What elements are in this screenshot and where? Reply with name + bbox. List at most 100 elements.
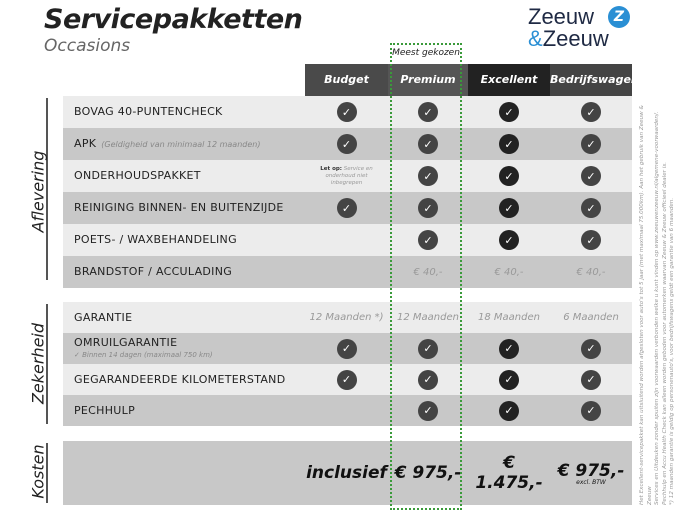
table-row: REINIGING BINNEN- EN BUITENZIJDE ✓ ✓ ✓ ✓: [63, 192, 632, 224]
column-header-excellent: Excellent: [468, 64, 550, 96]
check-icon: ✓: [418, 338, 438, 359]
cell-excellent: ✓: [468, 395, 550, 426]
cell-premium: ✓: [388, 192, 468, 224]
cell-bedrijfswagens: 6 Maanden: [550, 302, 632, 333]
check-icon: ✓: [581, 230, 601, 250]
cell-value: € 40,-: [576, 266, 606, 278]
check-icon: ✓: [581, 102, 601, 122]
table-row: GARANTIE 12 Maanden *) 12 Maanden 18 Maande…: [63, 302, 632, 333]
price-premium: € 975,-: [388, 441, 468, 505]
zeeuw-logo: Zeeuw Z &Zeeuw: [528, 4, 638, 52]
check-icon: ✓: [581, 198, 601, 218]
column-header-budget: Budget: [305, 64, 388, 96]
cell-budget: Let op: Service en onderhoud niet inbegr…: [305, 160, 388, 192]
row-label: BRANDSTOF / ACCULADING: [74, 265, 233, 278]
budget-note: Let op: Service en onderhoud niet inbegr…: [320, 165, 373, 186]
cell-budget: ✓: [305, 96, 388, 128]
price-budget: inclusief: [305, 441, 388, 505]
check-icon: ✓: [499, 198, 519, 218]
price-value: € 975,-: [394, 463, 462, 483]
check-icon: ✓: [336, 369, 357, 390]
table-row: ONDERHOUDSPAKKET Let op: Service en onder…: [63, 160, 632, 192]
check-icon: ✓: [418, 230, 438, 250]
price-value: inclusief: [306, 463, 387, 483]
row-label: GARANTIE: [74, 311, 133, 324]
cell-budget: ✓: [305, 128, 388, 160]
cell-budget: ✓: [305, 333, 388, 364]
cell-value: € 40,-: [413, 266, 443, 278]
check-icon: ✓: [499, 134, 519, 154]
check-icon: ✓: [499, 230, 519, 250]
most-chosen-label: Meest gekozen: [392, 48, 460, 58]
cell-value: € 40,-: [494, 266, 524, 278]
cell-excellent: ✓: [468, 96, 550, 128]
check-icon: ✓: [418, 369, 438, 390]
cell-bedrijfswagens: ✓: [550, 395, 632, 426]
row-label: ONDERHOUDSPAKKET: [74, 169, 201, 182]
cell-value: 18 Maanden: [478, 312, 540, 323]
check-icon: ✓: [418, 102, 438, 122]
check-icon: ✓: [581, 166, 601, 186]
cell-excellent: ✓: [468, 192, 550, 224]
cell-premium: ✓: [388, 96, 468, 128]
table-row: OMRUILGARANTIE ✓ Binnen 14 dagen (maximaa…: [63, 333, 632, 364]
table-row: APK (Geldigheid van minimaal 12 maanden) ✓…: [63, 128, 632, 160]
check-icon: ✓: [499, 102, 519, 122]
price-excellent: € 1.475,-: [468, 441, 550, 505]
check-icon: ✓: [418, 198, 438, 218]
price-bedrijfswagens: € 975,- excl. BTW: [550, 441, 632, 505]
row-subnote: ✓ Binnen 14 dagen (maximaal 750 km): [74, 351, 213, 359]
row-label: APK (Geldigheid van minimaal 12 maanden): [74, 137, 261, 150]
table-row: PECHHULP ✓ ✓ ✓: [63, 395, 632, 426]
cell-budget: ✓: [305, 364, 388, 395]
row-label: GEGARANDEERDE KILOMETERSTAND: [74, 373, 286, 386]
row-label: BOVAG 40-PUNTENCHECK: [74, 105, 223, 118]
cell-premium: ✓: [388, 395, 468, 426]
cell-value: 12 Maanden: [397, 312, 459, 323]
check-icon: ✓: [336, 198, 357, 218]
section-divider: [46, 304, 48, 424]
check-icon: ✓: [336, 338, 357, 359]
table-row: GEGARANDEERDE KILOMETERSTAND ✓ ✓ ✓ ✓: [63, 364, 632, 395]
cell-premium: € 40,-: [388, 256, 468, 288]
check-icon: ✓: [499, 369, 519, 390]
cell-excellent: ✓: [468, 160, 550, 192]
cell-excellent: ✓: [468, 333, 550, 364]
costs-row: inclusief € 975,- € 1.475,- € 975,- excl. BT…: [63, 441, 632, 505]
row-label: PECHHULP: [74, 404, 136, 417]
column-header-bedrijfswagens: Bedrijfswagens: [550, 64, 645, 96]
section-divider: [46, 443, 48, 503]
cell-excellent: ✓: [468, 364, 550, 395]
page-subtitle: Occasions: [44, 36, 131, 56]
cell-budget: [305, 395, 388, 426]
table-row: POETS- / WAXBEHANDELING ✓ ✓ ✓: [63, 224, 632, 256]
price-value: € 975,- excl. BTW: [557, 460, 625, 486]
cell-excellent: ✓: [468, 224, 550, 256]
cell-premium: ✓: [388, 160, 468, 192]
cell-value: 6 Maanden: [563, 312, 619, 323]
cell-bedrijfswagens: ✓: [550, 364, 632, 395]
table-row: BOVAG 40-PUNTENCHECK ✓ ✓ ✓ ✓: [63, 96, 632, 128]
cell-budget: [305, 224, 388, 256]
cell-budget: 12 Maanden *): [305, 302, 388, 333]
check-icon: ✓: [499, 166, 519, 186]
check-icon: ✓: [499, 338, 519, 359]
cell-bedrijfswagens: € 40,-: [550, 256, 632, 288]
section-divider: [46, 98, 48, 280]
section-label-zekerheid: Zekerheid: [28, 322, 48, 405]
footnotes: Het Excellent-servicepakket kan uitsluit…: [639, 105, 676, 505]
check-icon: ✓: [418, 400, 438, 421]
check-icon: ✓: [581, 338, 601, 359]
check-icon: ✓: [499, 400, 519, 421]
cell-excellent: 18 Maanden: [468, 302, 550, 333]
check-icon: ✓: [581, 400, 601, 421]
table-row: BRANDSTOF / ACCULADING € 40,- € 40,- € 40,-: [63, 256, 632, 288]
check-icon: ✓: [581, 369, 601, 390]
section-label-aflevering: Aflevering: [28, 150, 48, 233]
row-label: POETS- / WAXBEHANDELING: [74, 233, 237, 246]
row-label: OMRUILGARANTIE: [74, 336, 178, 349]
cell-bedrijfswagens: ✓: [550, 224, 632, 256]
cell-premium: ✓: [388, 224, 468, 256]
cell-bedrijfswagens: ✓: [550, 160, 632, 192]
cell-premium: ✓: [388, 333, 468, 364]
